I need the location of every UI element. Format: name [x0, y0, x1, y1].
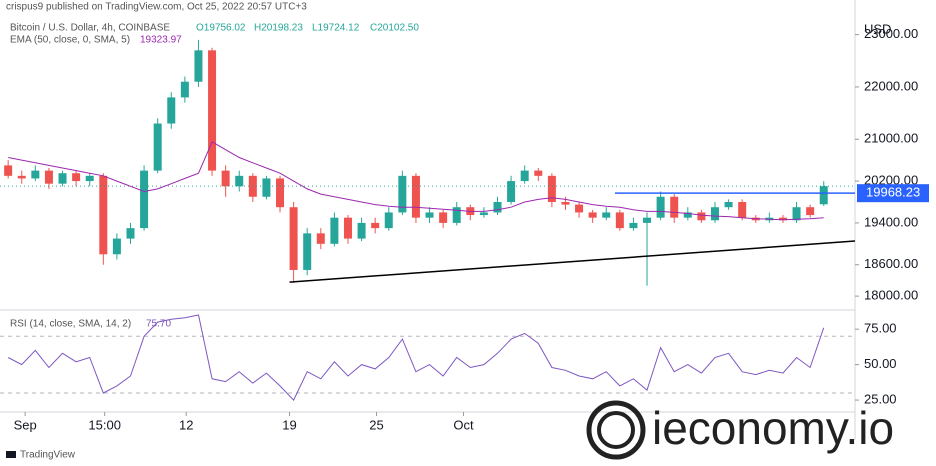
- rsi-legend: RSI (14, close, SMA, 14, 2): [10, 319, 131, 330]
- candle-body: [656, 196, 665, 218]
- candle-body: [126, 228, 135, 239]
- candle-body: [99, 175, 108, 255]
- candle-body: [235, 175, 244, 187]
- candle-body: [167, 97, 176, 124]
- candle-body: [683, 212, 692, 218]
- publisher: crispus9 published on TradingView.com, O…: [6, 2, 307, 13]
- candle-body: [303, 233, 312, 270]
- candle-body: [643, 217, 652, 223]
- ema-line: [8, 141, 824, 221]
- candle-body: [58, 173, 67, 184]
- x-tick-label: 25: [369, 417, 383, 432]
- candle-body: [371, 222, 380, 229]
- watermark-logo: [586, 400, 646, 460]
- price-label: 19968.23: [866, 185, 920, 200]
- candle-body: [221, 170, 230, 187]
- candle-body: [153, 123, 162, 171]
- candle-body: [629, 222, 638, 229]
- candle-body: [140, 170, 149, 229]
- candle-body: [357, 222, 366, 239]
- footer: TradingView: [20, 450, 76, 461]
- ema-legend-value: 19323.97: [140, 35, 182, 46]
- candle-body: [194, 50, 203, 82]
- candle-body: [792, 207, 801, 221]
- ema-legend: EMA (50, close, 0, SMA, 5): [10, 35, 130, 46]
- ohlc-legend-value: O19756.02: [196, 23, 246, 34]
- candle-body: [330, 217, 339, 244]
- candle-body: [534, 170, 543, 176]
- candle-body: [112, 238, 121, 255]
- candle-body: [85, 175, 94, 182]
- candle-body: [615, 212, 624, 229]
- candle-body: [411, 175, 420, 218]
- candle-body: [276, 178, 285, 208]
- ohlc-legend-value: C20102.50: [370, 23, 419, 34]
- y-tick-label: 18000.00: [864, 288, 918, 303]
- candle-body: [778, 217, 787, 221]
- candle-body: [289, 207, 298, 270]
- watermark: ieconomy.io: [652, 402, 894, 454]
- candle-body: [561, 201, 570, 205]
- rsi-line: [7, 314, 825, 401]
- candle-body: [493, 201, 502, 213]
- candle-body: [44, 170, 53, 184]
- symbol: Bitcoin / U.S. Dollar, 4h, COINBASE: [10, 23, 170, 34]
- y-tick-label: 22000.00: [864, 78, 918, 93]
- x-tick-label: Sep: [14, 417, 37, 432]
- candle-body: [575, 204, 584, 213]
- candle-body: [343, 217, 352, 239]
- candle-body: [670, 196, 679, 218]
- candle-body: [452, 207, 461, 223]
- y-tick-label: 19400.00: [864, 214, 918, 229]
- candle-body: [180, 81, 189, 98]
- candle-body: [520, 170, 529, 182]
- candle-body: [316, 233, 325, 244]
- candle-body: [819, 186, 828, 205]
- candle-body: [697, 212, 706, 221]
- candle-body: [72, 173, 81, 182]
- candle-body: [208, 50, 217, 171]
- candle-body: [384, 212, 393, 229]
- candle-body: [724, 201, 733, 208]
- candle-body: [710, 207, 719, 221]
- ohlc-legend-value: L19724.12: [312, 23, 360, 34]
- candle-body: [547, 175, 556, 202]
- candle-body: [588, 212, 597, 218]
- footer-logo: [6, 451, 16, 458]
- y-tick-label: 20200.00: [864, 173, 918, 188]
- x-tick-label: Oct: [453, 417, 474, 432]
- y-tick-label: 25.00: [864, 392, 897, 407]
- y-tick-label: 21000.00: [864, 131, 918, 146]
- candle-body: [398, 175, 407, 213]
- candle-body: [262, 178, 271, 197]
- candle-body: [31, 170, 40, 179]
- support-trendline: [289, 240, 856, 283]
- currency: USD: [864, 21, 891, 36]
- candle-body: [806, 207, 815, 216]
- rsi-legend-value: 75.70: [146, 319, 171, 330]
- y-tick-label: 18600.00: [864, 256, 918, 271]
- candle-body: [602, 212, 611, 218]
- y-tick-label: 50.00: [864, 356, 897, 371]
- candle-body: [479, 212, 488, 216]
- candle-body: [738, 201, 747, 218]
- ohlc-legend-value: H20198.23: [254, 23, 303, 34]
- candle-body: [4, 165, 13, 176]
- price-label-box: [857, 184, 929, 203]
- x-tick-label: 15:00: [88, 417, 121, 432]
- y-tick-label: 23000.00: [864, 26, 918, 41]
- y-tick-label: 75.00: [864, 321, 897, 336]
- x-tick-label: 19: [282, 417, 296, 432]
- candle-body: [507, 181, 516, 202]
- x-tick-label: 12: [179, 417, 193, 432]
- candle-body: [439, 212, 448, 223]
- candle-body: [425, 212, 434, 218]
- candle-body: [17, 175, 26, 179]
